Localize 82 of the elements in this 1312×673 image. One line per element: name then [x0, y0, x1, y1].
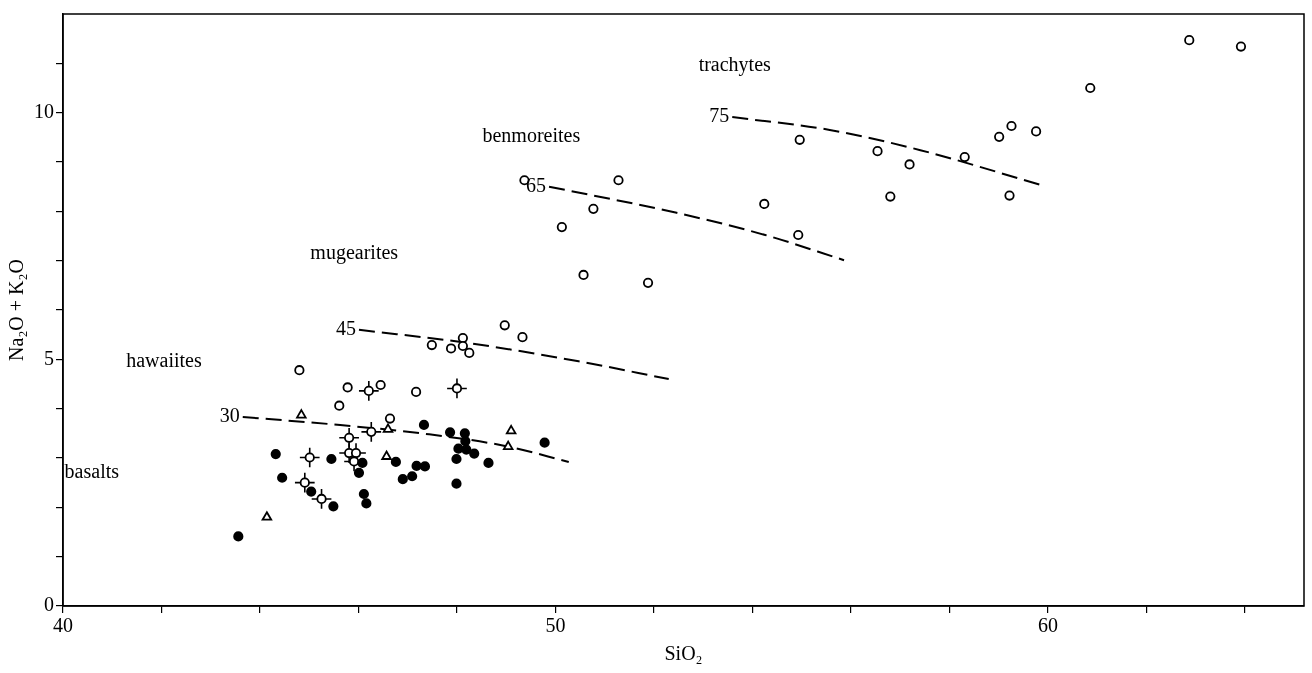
x-tick-label: 40: [53, 614, 73, 637]
series-label: 75: [709, 104, 730, 127]
point: [517, 332, 528, 343]
point: [613, 175, 624, 186]
point: [451, 453, 462, 465]
point: [1004, 190, 1015, 201]
point: [994, 131, 1005, 142]
annotation: trachytes: [698, 52, 771, 76]
line-series: [241, 416, 570, 463]
point: [539, 437, 550, 448]
x-tick-label: 50: [545, 614, 566, 637]
point: [1085, 82, 1096, 94]
x-axis-title: SiO₂: [664, 642, 703, 665]
point: [397, 474, 408, 485]
point: [505, 424, 517, 435]
point: [642, 277, 654, 288]
point: [1235, 41, 1247, 52]
point: [499, 320, 510, 331]
annotation: benmoreites: [482, 123, 581, 147]
line-series: [548, 185, 846, 262]
point: [342, 382, 353, 393]
point: [793, 229, 804, 241]
point: [904, 159, 915, 170]
point: [328, 501, 339, 512]
point: [426, 339, 437, 351]
point: [382, 423, 394, 433]
point: [759, 198, 770, 210]
point: [457, 340, 468, 352]
point: [407, 471, 418, 482]
point: [381, 450, 392, 460]
point: [361, 498, 372, 509]
point: [959, 151, 970, 163]
line-series: [357, 328, 670, 381]
point: [461, 444, 472, 455]
point: [445, 343, 457, 354]
point: [357, 457, 368, 469]
y-tick-label: 5: [44, 346, 54, 369]
series-label: 45: [335, 316, 356, 339]
point: [872, 146, 883, 157]
point: [384, 413, 396, 424]
point: [464, 347, 475, 359]
point: [588, 203, 599, 214]
point: [270, 448, 281, 460]
point: [460, 436, 471, 447]
series-label: 65: [526, 173, 547, 196]
point: [375, 379, 386, 391]
point: [334, 400, 345, 411]
point: [261, 511, 273, 521]
point: [451, 478, 462, 489]
point: [358, 488, 369, 500]
point: [326, 453, 337, 465]
y-tick-label: 0: [44, 593, 54, 616]
point: [353, 467, 365, 478]
point: [502, 440, 514, 451]
point: [410, 386, 422, 397]
point: [419, 461, 431, 472]
point: [444, 427, 456, 438]
point: [277, 472, 288, 483]
annotation: mugearites: [310, 240, 399, 264]
y-tick-label: 10: [34, 99, 54, 122]
point: [1031, 126, 1042, 137]
point: [556, 222, 567, 233]
point: [296, 409, 307, 419]
point: [390, 456, 401, 468]
point: [306, 486, 317, 497]
point: [418, 419, 430, 431]
point: [794, 134, 805, 145]
point: [294, 365, 305, 376]
point: [578, 269, 589, 281]
point: [233, 531, 244, 542]
point: [411, 460, 422, 471]
line-series: [731, 116, 1042, 186]
annotation: basalts: [64, 459, 120, 483]
point: [1184, 35, 1195, 46]
x-tick-label: 60: [1037, 614, 1058, 637]
point: [1006, 120, 1017, 132]
point: [885, 191, 896, 202]
annotation: hawaiites: [126, 348, 202, 372]
point: [483, 457, 494, 469]
series-label: 30: [219, 404, 240, 427]
y-axis-title: Na₂O + K₂O: [5, 259, 28, 361]
point: [469, 448, 480, 459]
